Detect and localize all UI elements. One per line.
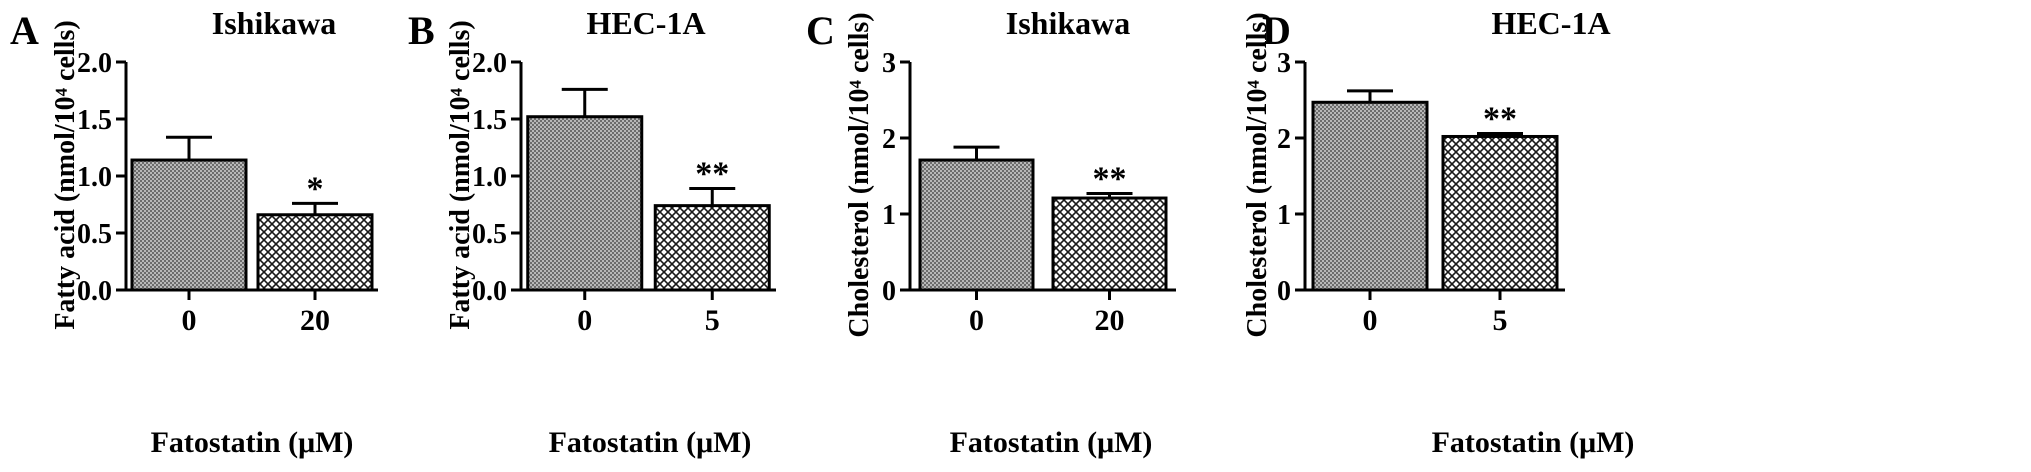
category-label: 20 [1095, 304, 1125, 337]
plot-area: 0.0 0.5 1.0 1.5 2.0 0 * 20 [77, 48, 378, 337]
y-tick-label: 2.0 [472, 48, 507, 79]
panel-letter: C [806, 8, 835, 53]
y-tick-label: 0 [882, 276, 896, 307]
panel-letter: D [1262, 8, 1291, 53]
category-label: 20 [300, 304, 330, 337]
y-tick-label: 1 [1277, 200, 1291, 231]
panel-d: D HEC-1A Cholesterol (nmol/10⁴ cells) Fa… [1242, 5, 1634, 459]
y-tick-label: 1.0 [77, 162, 112, 193]
y-tick-label: 0 [1277, 276, 1291, 307]
x-axis-title: Fatostatin (μM) [1432, 426, 1635, 459]
y-tick-label: 2 [882, 124, 896, 155]
bar [256, 213, 374, 292]
y-tick-label: 0.5 [472, 219, 507, 250]
y-tick-label: 3 [882, 48, 896, 79]
panel-b: B HEC-1A Fatty acid (nmol/10⁴ cells) Fat… [408, 5, 776, 459]
plot-area: 0.0 0.5 1.0 1.5 2.0 0 ** 5 [472, 48, 776, 337]
category-label: 0 [969, 304, 984, 337]
bar [918, 158, 1035, 292]
panel-c: C Ishikawa Cholesterol (nmol/10⁴ cells) … [806, 5, 1176, 459]
panel-title: Ishikawa [1006, 5, 1131, 41]
plot-area: 0 1 2 3 0 ** 5 [1277, 48, 1565, 337]
panel-title: HEC-1A [586, 5, 705, 41]
category-label: 5 [705, 304, 720, 337]
bar [526, 115, 644, 292]
x-axis-title: Fatostatin (μM) [549, 426, 752, 459]
y-tick-label: 0.0 [77, 276, 112, 307]
category-label: 0 [182, 304, 197, 337]
y-axis-title: Cholesterol (nmol/10⁴ cells) [1242, 12, 1273, 337]
panel-letter: A [10, 8, 39, 53]
panel-letter: B [408, 8, 435, 53]
significance-marker: * [307, 170, 324, 207]
y-tick-label: 2 [1277, 124, 1291, 155]
bar [1051, 196, 1168, 292]
category-label: 0 [1363, 304, 1378, 337]
significance-marker: ** [1483, 100, 1517, 137]
panel-a: A Ishikawa Fatty acid (nmol/10⁴ cells) F… [10, 5, 378, 459]
y-axis-title: Cholesterol (nmol/10⁴ cells) [844, 12, 875, 337]
plot-area: 0 1 2 3 0 ** 20 [882, 48, 1176, 337]
y-axis-title: Fatty acid (nmol/10⁴ cells) [50, 20, 81, 329]
significance-marker: ** [695, 156, 729, 193]
x-axis-title: Fatostatin (μM) [950, 426, 1153, 459]
y-tick-label: 1.0 [472, 162, 507, 193]
bar [130, 158, 248, 292]
y-tick-label: 1 [882, 200, 896, 231]
y-tick-label: 1.5 [77, 105, 112, 136]
bar [1441, 134, 1559, 292]
y-tick-label: 1.5 [472, 105, 507, 136]
category-label: 0 [577, 304, 592, 337]
panel-title: Ishikawa [212, 5, 337, 41]
x-axis-title: Fatostatin (μM) [151, 426, 354, 459]
panel-title: HEC-1A [1491, 5, 1610, 41]
y-axis-title: Fatty acid (nmol/10⁴ cells) [445, 20, 476, 329]
y-tick-label: 0.0 [472, 276, 507, 307]
bar [653, 204, 771, 292]
y-tick-label: 0.5 [77, 219, 112, 250]
y-tick-label: 2.0 [77, 48, 112, 79]
category-label: 5 [1493, 304, 1508, 337]
bar [1311, 100, 1429, 292]
y-tick-label: 3 [1277, 48, 1291, 79]
significance-marker: ** [1093, 160, 1127, 197]
